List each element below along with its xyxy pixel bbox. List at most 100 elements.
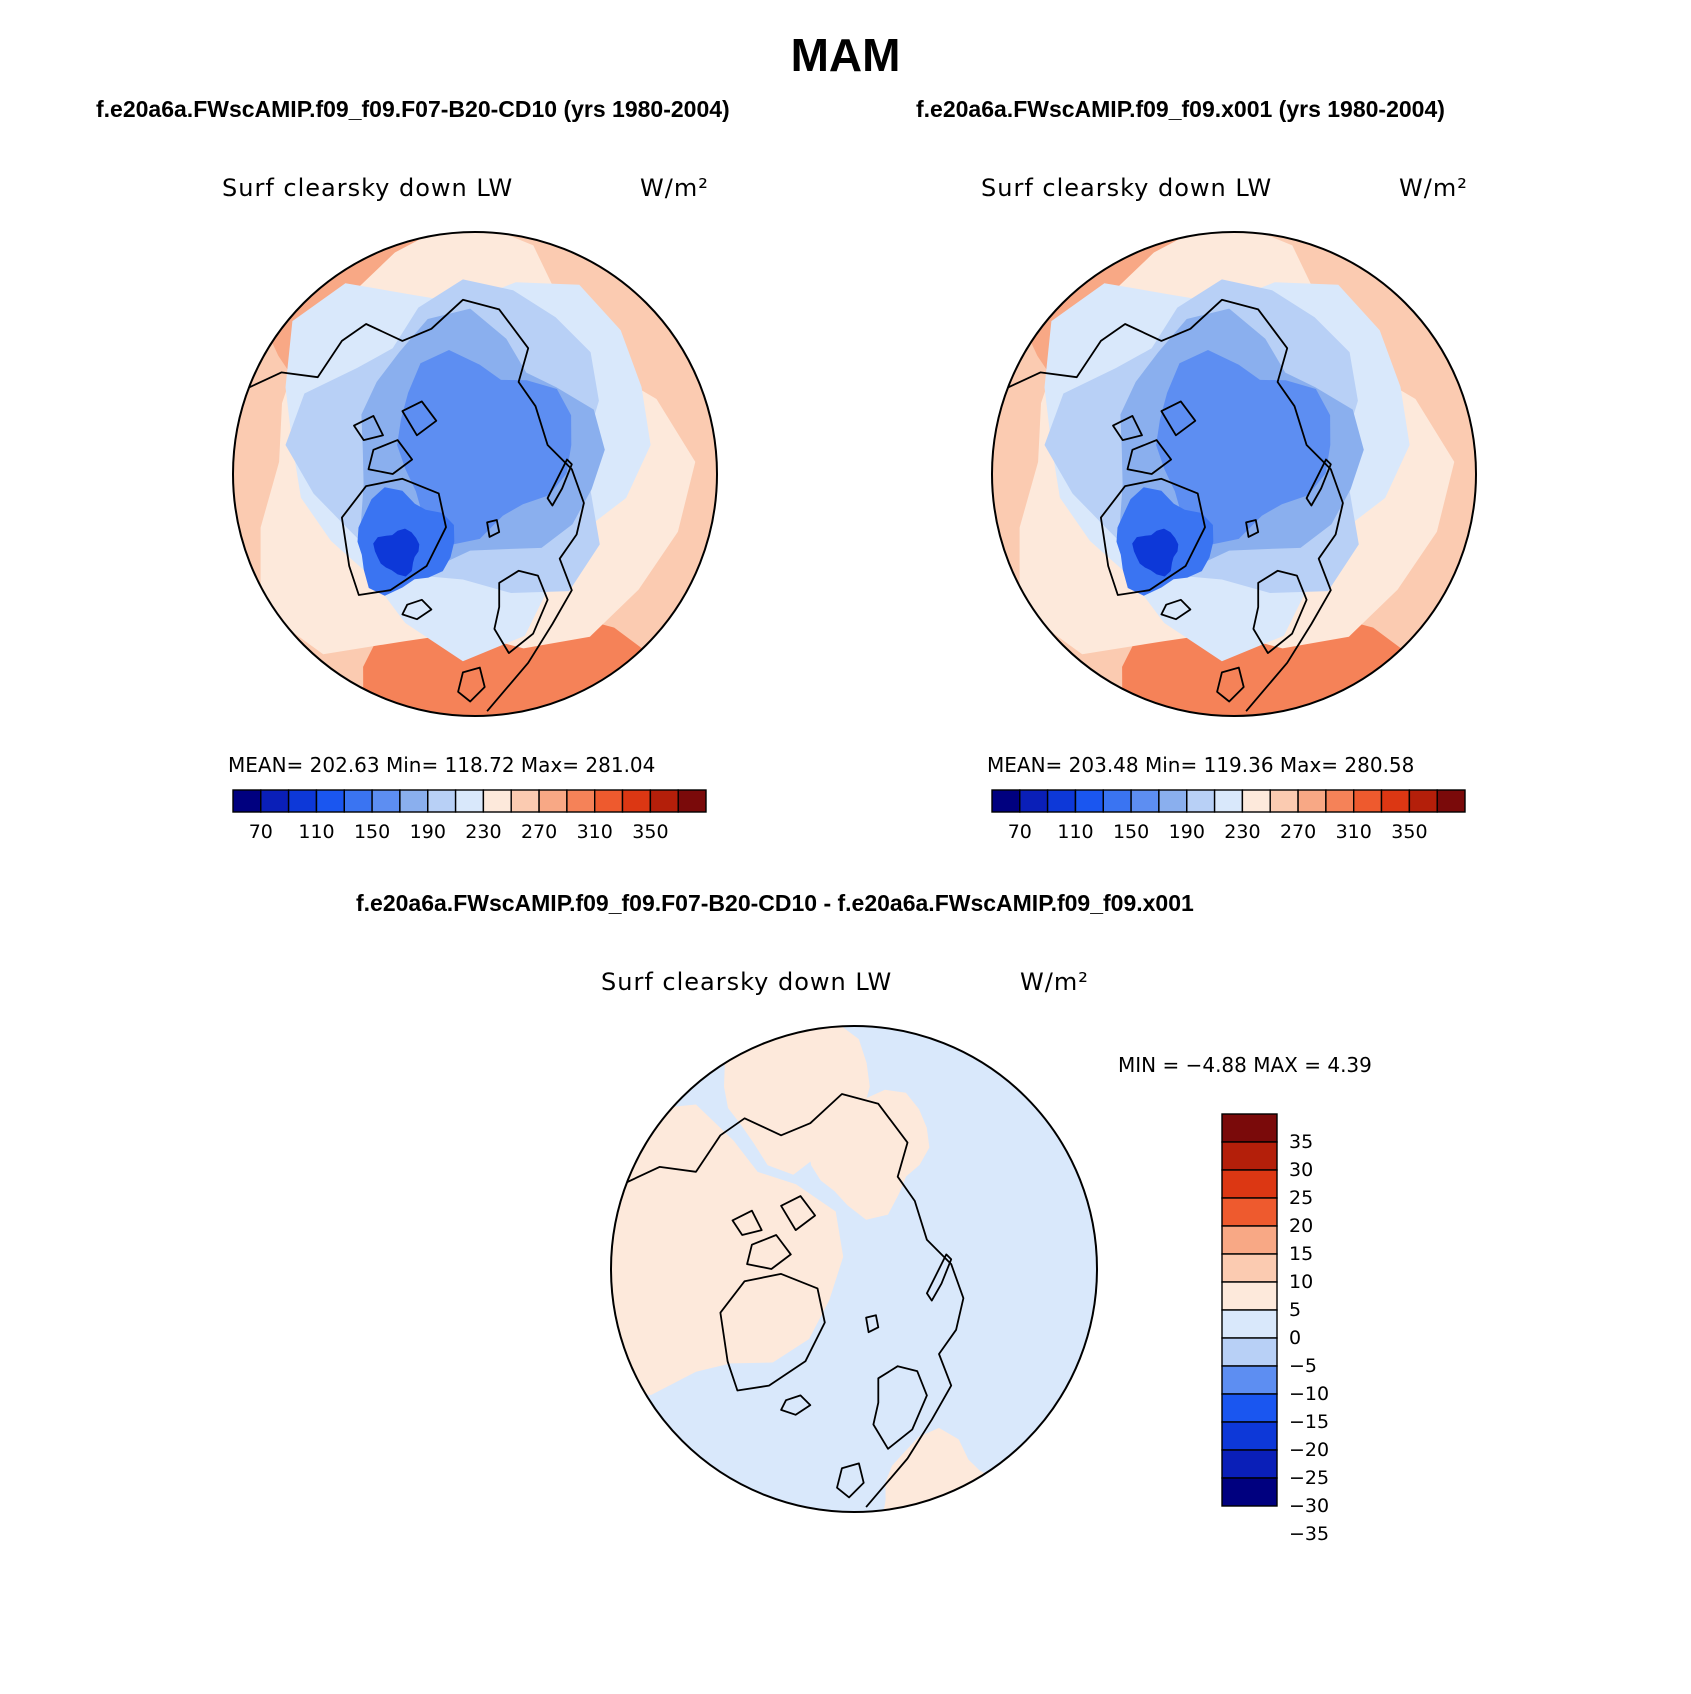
panel-3-coastlines: [622, 1093, 965, 1508]
panel-1-greenland-core: [373, 528, 420, 577]
panel-1-colorbar-swatch: [232, 789, 262, 813]
panel-3-archipelago-island: [731, 1209, 763, 1236]
panel-2-colorbar: 70 110 150 190 230 270 310 350: [991, 789, 1466, 843]
panel-2-britain-outline: [1216, 666, 1245, 703]
panel-3-colorbar-swatch: [1221, 1309, 1278, 1339]
panel-3-greenland-outline: [719, 1273, 826, 1392]
panel-2-archipelago-island: [1160, 400, 1197, 437]
panel-2-iceland-outline: [1160, 598, 1192, 621]
panel-3-svalbard-outline: [865, 1314, 880, 1334]
panel-2-colorbar-swatch: [1408, 789, 1438, 813]
panel-2-field: [992, 232, 1476, 716]
panel-1-colorbar-swatch: [399, 789, 429, 813]
panel-3-colorbar-tick-label: 20: [1289, 1215, 1313, 1237]
panel-2-colorbar-swatch: [1380, 789, 1410, 813]
panel-1-colorbar-tick-label: 310: [577, 821, 613, 843]
panel-3-map-border: [610, 1025, 1098, 1513]
panel-2-colorbar-swatch: [1213, 789, 1244, 813]
panel-2-units-label: W/m²: [1399, 174, 1468, 202]
panel-1-greenland-outline: [341, 477, 447, 596]
panel-1-colorbar-tick-label: 230: [465, 821, 501, 843]
panel-2-stats: MEAN= 203.48 Min= 119.36 Max= 280.58: [987, 753, 1415, 777]
panel-1-archipelago-island: [367, 439, 413, 475]
panel-2-variable-label: Surf clearsky down LW: [981, 174, 1273, 202]
panel-2-eurasia-coastline: [1003, 298, 1344, 712]
panel-3-colorbar-tick-label: −30: [1289, 1495, 1329, 1517]
panel-3-iceland-outline: [780, 1394, 812, 1416]
panel-1-colorbar-swatch: [315, 789, 345, 813]
panel-2-archipelago-island: [1112, 415, 1143, 441]
panel-2-greenland-core: [1132, 528, 1179, 577]
panel-1-central-arctic: [397, 350, 572, 546]
panel-3-colorbar-swatch: [1221, 1197, 1278, 1227]
panel-1-colorbar-tick-label: 70: [249, 821, 273, 843]
panel-3-colorbar-swatch: [1221, 1449, 1278, 1479]
panel-3-colorbar-swatch: [1221, 1113, 1278, 1143]
panel-3-colorbar-tick-label: −15: [1289, 1411, 1329, 1433]
panel-3-colorbar-tick-label: −10: [1289, 1383, 1329, 1405]
panel-3-colorbar-swatch: [1221, 1253, 1278, 1283]
panel-3-colorbar-tick-label: 15: [1289, 1243, 1313, 1265]
panel-1-scandinavia-outline: [493, 569, 549, 654]
panel-3-bering-positive: [804, 1089, 930, 1220]
panel-2-colorbar-swatch: [1297, 789, 1327, 813]
panel-2-colorbar-tick-label: 110: [1057, 821, 1093, 843]
panel-3-variable-label: Surf clearsky down LW: [601, 968, 893, 996]
panel-3-colorbar-tick-label: −35: [1289, 1523, 1329, 1545]
panel-1-colorbar-swatch: [260, 789, 290, 813]
panel-2-colorbar-swatch: [1436, 789, 1466, 813]
panel-3-novaya-zemlya-outline: [926, 1253, 953, 1302]
panel-2-map: [991, 231, 1477, 717]
panel-1-colorbar-swatch: [566, 789, 596, 813]
panel-3-colorbar-tick-label: −20: [1289, 1439, 1329, 1461]
panel-3-field: [611, 1026, 1097, 1512]
panel-3-stats: MIN = −4.88 MAX = 4.39: [1118, 1053, 1372, 1077]
panel-3-colorbar-swatch: [1221, 1141, 1278, 1171]
panel-2-colorbar-tick-label: 190: [1169, 821, 1205, 843]
panel-2-coastlines: [1003, 298, 1344, 712]
panel-2-novaya-zemlya-outline: [1305, 458, 1332, 507]
panel-3-colorbar-swatch: [1221, 1477, 1278, 1507]
panel-2-colorbar-swatch: [1186, 789, 1216, 813]
panel-2-central-arctic: [1156, 350, 1331, 546]
panel-1-colorbar-swatch: [482, 789, 512, 813]
panel-3-colorbar-swatch: [1221, 1393, 1278, 1423]
panel-1-coastlines: [244, 298, 585, 712]
panel-2-colorbar-swatch: [991, 789, 1021, 813]
panel-1-stats: MEAN= 202.63 Min= 118.72 Max= 281.04: [228, 753, 656, 777]
panel-3-colorbar-tick-label: 30: [1289, 1159, 1313, 1181]
panel-1-colorbar-swatch: [649, 789, 679, 813]
panel-2-case-title: f.e20a6a.FWscAMIP.f09_f09.x001 (yrs 1980…: [916, 96, 1445, 122]
panel-2-colorbar-tick-label: 310: [1336, 821, 1372, 843]
panel-1-colorbar-swatch: [427, 789, 457, 813]
panel-1-novaya-zemlya-outline: [546, 458, 573, 507]
panel-3-case-title: f.e20a6a.FWscAMIP.f09_f09.F07-B20-CD10 -…: [356, 890, 1194, 916]
panel-1-colorbar-swatch: [594, 789, 624, 813]
panel-2-colorbar-swatch: [1102, 789, 1132, 813]
panel-1-colorbar-swatch: [677, 789, 707, 813]
panel-1-colorbar-swatch: [510, 789, 540, 813]
panel-3-colorbar-tick-label: −5: [1289, 1355, 1317, 1377]
panel-3-colorbar-tick-label: 35: [1289, 1131, 1313, 1153]
panel-1-iceland-outline: [401, 598, 433, 621]
panel-2-colorbar-tick-label: 270: [1280, 821, 1316, 843]
panel-1-units-label: W/m²: [640, 174, 709, 202]
panel-1-colorbar-tick-label: 110: [298, 821, 334, 843]
panel-2-scandinavia-outline: [1252, 569, 1308, 654]
panel-1-map: [232, 231, 718, 717]
panel-2-colorbar-tick-label: 150: [1113, 821, 1149, 843]
panel-3-colorbar-tick-label: −25: [1289, 1467, 1329, 1489]
panel-1-colorbar-swatch: [287, 789, 318, 813]
panel-3-units-label: W/m²: [1020, 968, 1089, 996]
panel-2-colorbar-swatch: [1046, 789, 1077, 813]
panel-1-archipelago-island: [401, 400, 438, 437]
panel-1-britain-outline: [457, 666, 486, 703]
panel-3-archipelago-island: [746, 1234, 792, 1270]
panel-3-alaska-positive: [724, 1026, 870, 1175]
panel-3-colorbar-swatch: [1221, 1281, 1278, 1311]
panel-3-map: [610, 1025, 1098, 1513]
panel-3-atlantic-positive: [881, 1427, 1008, 1512]
panel-1-colorbar-swatch: [454, 789, 485, 813]
panel-2-colorbar-tick-label: 350: [1391, 821, 1427, 843]
